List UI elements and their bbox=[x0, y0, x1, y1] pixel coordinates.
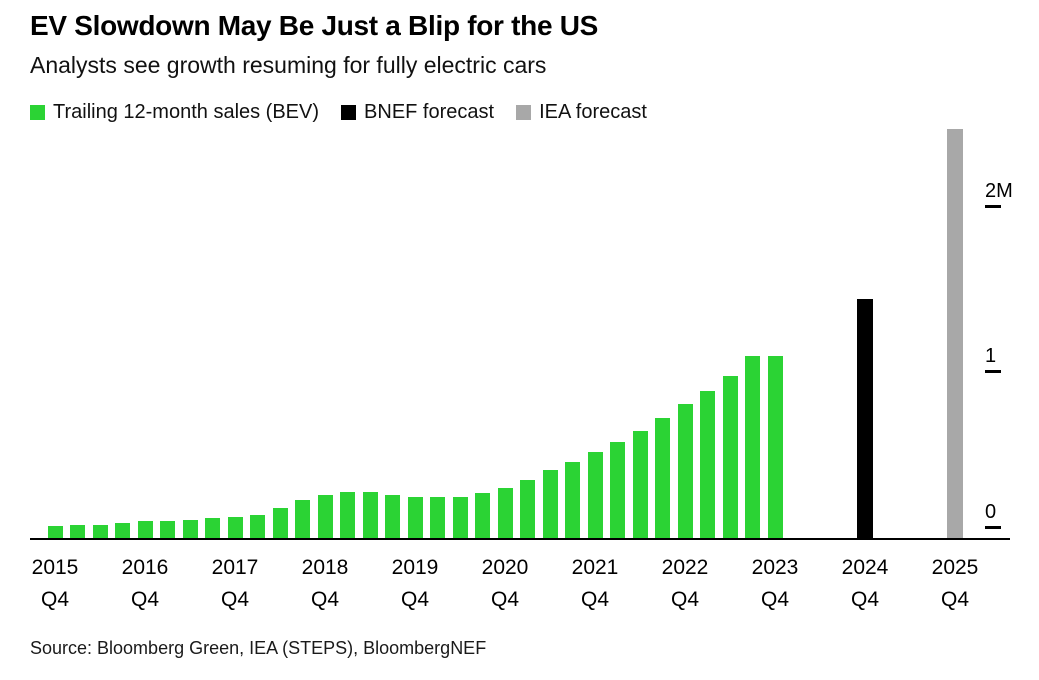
chart-title: EV Slowdown May Be Just a Blip for the U… bbox=[30, 10, 599, 41]
x-axis-label-2019: 2019 Q4 bbox=[391, 556, 439, 611]
bar-2022-q3 bbox=[655, 418, 670, 538]
bar-2019-q4 bbox=[407, 497, 423, 538]
bar-2021-q2 bbox=[542, 470, 558, 538]
chart-subtitle: Analysts see growth resuming for fully e… bbox=[30, 52, 547, 78]
bar-2017-q4 bbox=[227, 517, 243, 538]
x-axis-label-2021: 2021 Q4 bbox=[571, 556, 619, 611]
bar-2018-q1 bbox=[250, 515, 265, 538]
x-axis-label-2024: 2024 Q4 bbox=[841, 556, 889, 611]
bar-2018-q3 bbox=[295, 500, 310, 538]
bar-2016-q1 bbox=[70, 525, 85, 538]
legend-swatch-bnef bbox=[341, 105, 357, 120]
y-axis-tick-label: 1 bbox=[985, 345, 997, 367]
tick-mark bbox=[985, 370, 1001, 373]
y-axis-tick-2m: 2M bbox=[985, 180, 1013, 208]
bar-2017-q3 bbox=[205, 518, 220, 538]
bar-2017-q1 bbox=[160, 521, 175, 538]
legend-label-bev: Trailing 12-month sales (BEV) bbox=[53, 101, 320, 123]
bar-2023-q4 bbox=[767, 356, 783, 538]
bar-2019-q2 bbox=[362, 492, 378, 538]
legend-swatch-iea bbox=[516, 105, 532, 120]
bar-2016-q4 bbox=[137, 521, 153, 538]
y-axis-tick-1: 1 bbox=[985, 345, 1001, 373]
legend-item-iea: IEA forecast bbox=[516, 101, 647, 124]
bar-2016-q2 bbox=[92, 525, 108, 538]
y-axis-tick-label: 2M bbox=[985, 180, 1013, 202]
bar-2019-q3 bbox=[385, 495, 400, 538]
bar-2020-q2 bbox=[452, 497, 468, 538]
x-axis-label-2025: 2025 Q4 bbox=[931, 556, 979, 611]
legend-swatch-bev bbox=[30, 105, 45, 120]
x-axis-label-2023: 2023 Q4 bbox=[751, 556, 799, 611]
x-axis-labels: 2015 Q4 2016 Q4 2017 Q4 2018 Q4 2019 Q4 2020 … bbox=[30, 552, 1030, 624]
tick-mark bbox=[985, 205, 1001, 208]
bar-2020-q1 bbox=[430, 497, 445, 538]
legend: Trailing 12-month sales (BEV) BNEF forec… bbox=[30, 101, 647, 124]
legend-item-bev: Trailing 12-month sales (BEV) bbox=[30, 101, 319, 124]
bar-2023-q1 bbox=[700, 391, 715, 538]
bar-2022-q4 bbox=[677, 404, 693, 538]
legend-label-iea: IEA forecast bbox=[539, 101, 647, 123]
x-axis-label-2017: 2017 Q4 bbox=[211, 556, 259, 611]
bar-2017-q2 bbox=[182, 520, 198, 538]
x-axis-label-2016: 2016 Q4 bbox=[121, 556, 169, 611]
bar-2023-q2 bbox=[722, 376, 738, 538]
bar-2021-q3 bbox=[565, 462, 580, 538]
tick-mark bbox=[985, 526, 1001, 529]
bar-2025-q4 bbox=[947, 129, 963, 538]
bar-2020-q3 bbox=[475, 493, 490, 538]
bar-2016-q3 bbox=[115, 523, 130, 538]
chart-plot: 0 1 2M bbox=[30, 125, 1013, 540]
x-axis-label-2020: 2020 Q4 bbox=[481, 556, 529, 611]
x-axis-label-2022: 2022 Q4 bbox=[661, 556, 709, 611]
y-axis-tick-label: 0 bbox=[985, 501, 997, 523]
bar-2020-q4 bbox=[497, 488, 513, 538]
x-axis-label-2018: 2018 Q4 bbox=[301, 556, 349, 611]
bar-2021-q1 bbox=[520, 480, 535, 538]
bar-2015-q4 bbox=[47, 526, 63, 538]
x-axis-label-2015: 2015 Q4 bbox=[31, 556, 79, 611]
bar-2022-q1 bbox=[610, 442, 625, 538]
bar-2022-q2 bbox=[632, 431, 648, 538]
bar-2021-q4 bbox=[587, 452, 603, 538]
bar-2023-q3 bbox=[745, 356, 760, 538]
source-text: Source: Bloomberg Green, IEA (STEPS), Bl… bbox=[30, 638, 487, 658]
y-axis-tick-0: 0 bbox=[985, 501, 1001, 529]
legend-label-bnef: BNEF forecast bbox=[364, 101, 495, 123]
bar-2018-q2 bbox=[272, 508, 288, 538]
bar-2019-q1 bbox=[340, 492, 355, 538]
bar-2024-q4 bbox=[857, 299, 873, 538]
legend-item-bnef: BNEF forecast bbox=[341, 101, 494, 124]
bar-2018-q4 bbox=[317, 495, 333, 538]
